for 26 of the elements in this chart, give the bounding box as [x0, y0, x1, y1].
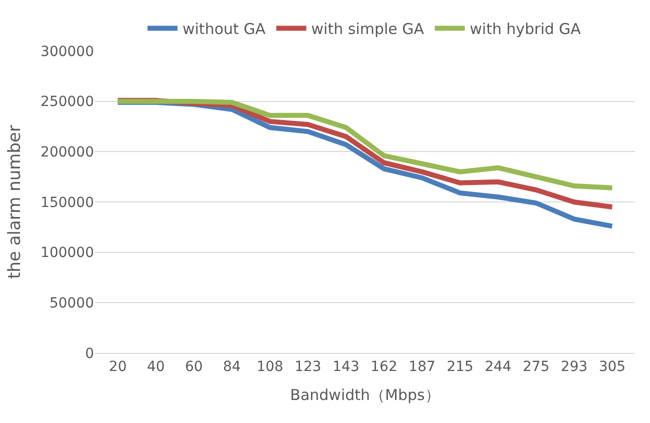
- legend-label: without GA: [182, 20, 266, 38]
- x-tick-label: 108: [256, 358, 284, 375]
- y-tick-label: 200000: [40, 144, 94, 161]
- x-tick-label: 60: [184, 358, 203, 375]
- y-tick-label: 100000: [40, 245, 94, 262]
- y-tick-label: 150000: [40, 194, 94, 211]
- x-tick-label: 187: [408, 358, 436, 375]
- legend-label: with hybrid GA: [470, 20, 582, 38]
- y-axis-title: the alarm number: [5, 125, 26, 279]
- x-tick-label: 293: [560, 358, 588, 375]
- x-tick-label: 123: [294, 358, 322, 375]
- x-tick-label: 215: [446, 358, 474, 375]
- x-axis-title: Bandwidth（Mbps）: [290, 386, 440, 404]
- x-tick-label: 20: [108, 358, 127, 375]
- y-tick-label: 300000: [40, 44, 94, 60]
- y-tick-label: 250000: [40, 94, 94, 110]
- x-tick-label: 40: [146, 358, 165, 375]
- legend-label: with simple GA: [311, 20, 425, 38]
- x-tick-label: 84: [222, 358, 241, 375]
- y-tick-label: 50000: [49, 296, 94, 312]
- x-tick-label: 162: [370, 358, 398, 375]
- x-tick-label: 305: [598, 358, 626, 375]
- y-tick-label: 0: [85, 346, 94, 362]
- x-tick-label: 143: [332, 358, 360, 375]
- x-tick-label: 244: [484, 358, 512, 375]
- x-tick-label: 275: [522, 358, 550, 375]
